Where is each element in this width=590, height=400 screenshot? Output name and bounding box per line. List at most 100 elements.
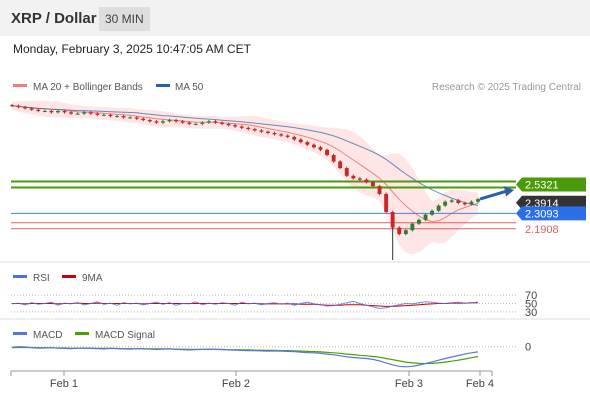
- candle-body: [193, 123, 198, 125]
- rsi-line: [11, 300, 479, 310]
- candle-body: [462, 203, 467, 205]
- candle-body: [10, 105, 14, 107]
- candle-body: [62, 111, 67, 113]
- rsi-ma-legend-swatch: [62, 275, 76, 278]
- forecast-arrow-head: [504, 186, 514, 197]
- candle-body: [456, 200, 461, 203]
- ma50-legend-swatch: [156, 84, 170, 87]
- candle-body: [49, 111, 54, 113]
- x-tick-label: Feb 3: [395, 378, 423, 390]
- candle-body: [174, 120, 178, 122]
- candle-body: [325, 149, 329, 155]
- candle-body: [272, 133, 277, 135]
- candle-body: [252, 129, 257, 131]
- candle-body: [220, 122, 224, 124]
- interval-button[interactable]: 30 MIN: [99, 7, 150, 31]
- x-axis: Feb 1 Feb 2 Feb 3 Feb 4: [10, 371, 494, 390]
- candle-body: [259, 130, 264, 132]
- candle-body: [443, 201, 448, 206]
- candle-body: [417, 219, 421, 224]
- macd-panel: 0: [11, 342, 531, 368]
- instrument-title: XRP / Dollar: [11, 10, 97, 27]
- chart-header: XRP / Dollar 30 MIN: [0, 0, 590, 36]
- price-tag-bg: [516, 206, 586, 221]
- candle-body: [397, 227, 402, 235]
- ma50-legend-label: MA 50: [175, 82, 204, 93]
- candle-body: [423, 214, 428, 220]
- candle-body: [82, 112, 87, 114]
- candle-body: [233, 125, 238, 127]
- macd-signal-legend-swatch: [75, 332, 89, 335]
- candle-body: [226, 123, 231, 126]
- candle-body: [36, 109, 41, 111]
- candle-body: [42, 111, 47, 112]
- candle-body: [207, 121, 211, 123]
- candle-body: [16, 105, 21, 108]
- candle-body: [154, 121, 159, 123]
- price-tag-bg: [516, 177, 586, 192]
- candle-body: [180, 121, 185, 123]
- price-tag-label: 2.5321: [525, 180, 559, 192]
- candle-body: [403, 230, 408, 235]
- research-credit: Research © 2025 Trading Central: [432, 82, 581, 93]
- x-tick-label: Feb 2: [222, 378, 250, 390]
- candle-body: [239, 126, 244, 128]
- candle-body: [200, 122, 205, 124]
- candle-body: [436, 205, 441, 211]
- candle-body: [213, 121, 218, 123]
- candle-body: [147, 120, 152, 122]
- macd-signal-legend-label: MACD Signal: [95, 330, 155, 341]
- rsi-level-label: 70: [525, 290, 537, 302]
- candle-body: [101, 114, 106, 116]
- candle-body: [449, 200, 454, 202]
- forecast-arrow: [479, 189, 507, 201]
- candle-body: [128, 117, 133, 119]
- candle-body: [331, 155, 336, 162]
- candle-body: [371, 182, 375, 187]
- bollinger-band: [12, 100, 478, 255]
- candle-body: [29, 108, 34, 110]
- candle-body: [56, 111, 60, 113]
- rsi-legend-swatch: [13, 275, 27, 278]
- candle-body: [266, 131, 270, 133]
- candle-body: [246, 127, 251, 130]
- candle-body: [69, 112, 73, 114]
- ma50-line: [11, 105, 479, 206]
- candle-body: [285, 135, 290, 137]
- candle-body: [377, 186, 382, 194]
- price-tag-label: 2.3093: [525, 208, 559, 220]
- candle-body: [292, 136, 297, 140]
- candle-body: [95, 113, 100, 115]
- candle-body: [75, 113, 80, 115]
- macd-zero-label: 0: [525, 342, 531, 354]
- candle-body: [134, 117, 139, 119]
- rsi-level-label: 30: [525, 307, 537, 319]
- candle-body: [469, 201, 474, 205]
- candle-body: [279, 134, 284, 136]
- candle-body: [108, 114, 113, 117]
- x-tick-label: Feb 1: [50, 378, 78, 390]
- candle-body: [115, 116, 119, 118]
- candle-body: [364, 179, 369, 183]
- x-tick-label: Feb 4: [466, 378, 494, 390]
- candle-body: [161, 121, 165, 123]
- rsi-legend-label: RSI: [33, 273, 50, 284]
- candle-body: [390, 212, 395, 228]
- candle-body: [338, 161, 343, 168]
- ma20-legend-label: MA 20 + Bollinger Bands: [33, 82, 143, 93]
- candle-body: [121, 116, 126, 118]
- candle-body: [384, 193, 389, 212]
- candle-body: [430, 210, 434, 215]
- candle-body: [312, 144, 316, 148]
- price-tag-bg: [516, 195, 586, 210]
- rsi-ma-legend-label: 9MA: [82, 273, 103, 284]
- candle-body: [357, 178, 362, 180]
- candle-body: [141, 118, 146, 120]
- candle-body: [351, 175, 356, 179]
- macd-line: [11, 346, 479, 368]
- candle-body: [187, 122, 192, 124]
- candle-body: [298, 139, 303, 143]
